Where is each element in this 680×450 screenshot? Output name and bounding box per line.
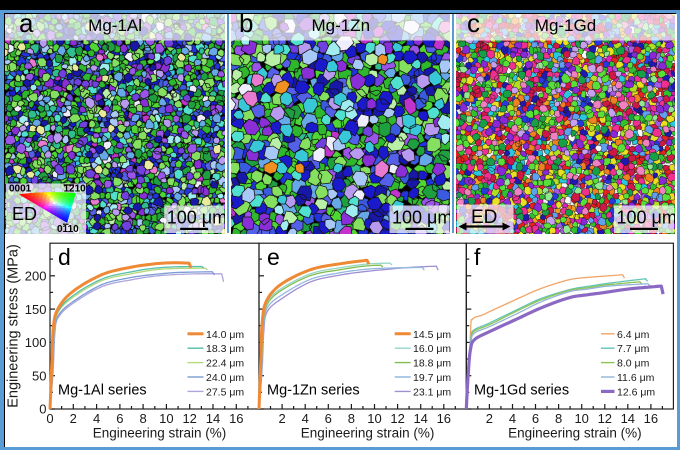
svg-text:Mg-1Gd series: Mg-1Gd series — [474, 383, 569, 399]
svg-text:4: 4 — [509, 411, 516, 426]
svg-text:1210: 1210 — [63, 183, 86, 194]
svg-text:6: 6 — [325, 411, 332, 426]
svg-text:14: 14 — [621, 411, 635, 426]
svg-text:Engineering strain (%): Engineering strain (%) — [508, 426, 642, 441]
svg-text:12: 12 — [182, 411, 196, 426]
svg-text:Mg-1Gd: Mg-1Gd — [535, 15, 596, 34]
svg-text:50: 50 — [32, 368, 46, 383]
svg-text:16: 16 — [437, 411, 451, 426]
svg-text:100 μm: 100 μm — [166, 207, 224, 227]
svg-text:100: 100 — [25, 335, 47, 350]
svg-text:19.7 μm: 19.7 μm — [413, 372, 451, 384]
svg-text:d: d — [58, 244, 71, 270]
svg-text:11.6 μm: 11.6 μm — [617, 372, 655, 384]
svg-text:e: e — [267, 244, 280, 270]
svg-text:16: 16 — [644, 411, 658, 426]
svg-text:7.7 μm: 7.7 μm — [617, 343, 650, 355]
svg-text:Mg-1Zn: Mg-1Zn — [311, 15, 370, 34]
svg-text:12.6 μm: 12.6 μm — [617, 386, 655, 398]
svg-text:ED: ED — [12, 204, 37, 224]
svg-text:14: 14 — [206, 411, 220, 426]
svg-text:8: 8 — [555, 411, 562, 426]
svg-text:27.5 μm: 27.5 μm — [206, 386, 244, 398]
svg-text:6: 6 — [116, 411, 123, 426]
svg-text:0110: 0110 — [57, 223, 79, 233]
svg-text:14: 14 — [413, 411, 427, 426]
svg-text:Mg-1Zn series: Mg-1Zn series — [267, 383, 360, 399]
svg-text:12: 12 — [598, 411, 612, 426]
svg-text:22.4 μm: 22.4 μm — [206, 358, 244, 370]
svg-text:100 μm: 100 μm — [392, 207, 451, 227]
svg-text:Mg-1Al: Mg-1Al — [88, 15, 142, 34]
svg-text:2: 2 — [278, 411, 285, 426]
svg-text:0: 0 — [46, 411, 53, 426]
svg-text:10: 10 — [159, 411, 173, 426]
svg-text:b: b — [239, 14, 253, 38]
svg-text:8.0 μm: 8.0 μm — [617, 358, 650, 370]
svg-text:16: 16 — [229, 411, 243, 426]
svg-text:Engineering stress (MPa): Engineering stress (MPa) — [6, 244, 22, 408]
svg-text:14.5 μm: 14.5 μm — [413, 329, 451, 341]
svg-text:4: 4 — [302, 411, 309, 426]
svg-text:16.0 μm: 16.0 μm — [413, 343, 451, 355]
svg-text:24.0 μm: 24.0 μm — [206, 372, 244, 384]
svg-text:2: 2 — [486, 411, 493, 426]
svg-text:10: 10 — [574, 411, 588, 426]
svg-text:200: 200 — [25, 269, 47, 284]
svg-text:4: 4 — [93, 411, 100, 426]
svg-text:c: c — [467, 14, 480, 38]
svg-text:23.1 μm: 23.1 μm — [413, 386, 451, 398]
svg-text:ED: ED — [471, 207, 497, 228]
svg-text:8: 8 — [139, 411, 146, 426]
svg-text:Mg-1Al series: Mg-1Al series — [58, 383, 147, 399]
svg-text:100 μm: 100 μm — [617, 207, 676, 227]
svg-text:10: 10 — [367, 411, 381, 426]
svg-text:150: 150 — [25, 302, 47, 317]
svg-text:f: f — [474, 244, 481, 270]
svg-text:6: 6 — [532, 411, 539, 426]
svg-text:12: 12 — [390, 411, 404, 426]
svg-text:0001: 0001 — [9, 183, 32, 194]
svg-text:Engineering strain (%): Engineering strain (%) — [301, 426, 435, 441]
svg-text:18.3 μm: 18.3 μm — [206, 343, 244, 355]
svg-text:0: 0 — [39, 402, 46, 417]
svg-text:18.8 μm: 18.8 μm — [413, 358, 451, 370]
svg-text:2: 2 — [70, 411, 77, 426]
svg-text:8: 8 — [348, 411, 355, 426]
svg-text:6.4 μm: 6.4 μm — [617, 329, 650, 341]
svg-text:a: a — [19, 14, 34, 38]
svg-text:Engineering strain (%): Engineering strain (%) — [93, 426, 227, 441]
svg-text:14.0 μm: 14.0 μm — [206, 329, 244, 341]
